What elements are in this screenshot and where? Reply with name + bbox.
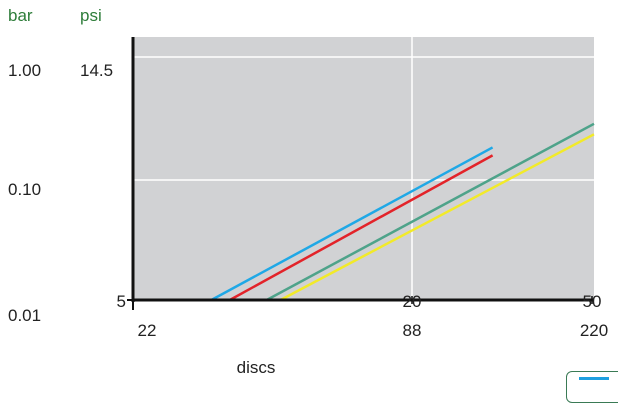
y-tick-left-1: 0.10	[8, 180, 42, 199]
x-tick-inner-2: 50	[582, 292, 602, 311]
plot-background	[133, 37, 594, 300]
x-tick-inner-0: 5	[116, 292, 126, 311]
chart-stage: bar psi 1.00 0.10 0.01 14.5 5 20 50 22 8…	[8, 6, 618, 403]
x-tick-bottom-2: 220	[579, 321, 609, 340]
series-line-0	[210, 146, 494, 302]
series-line-3	[279, 133, 595, 302]
y-tick-inner-top: 14.5	[80, 61, 114, 80]
x-tick-inner-1: 20	[402, 292, 422, 311]
corner-widget-bar	[579, 377, 609, 380]
corner-widget[interactable]	[566, 371, 618, 403]
y-tick-left-2: 0.01	[8, 306, 42, 325]
y-tick-left-0: 1.00	[8, 61, 42, 80]
x-axis-label: discs	[236, 358, 276, 377]
line-chart	[127, 37, 595, 310]
x-tick-bottom-1: 88	[402, 321, 422, 340]
series-line-1	[229, 154, 494, 302]
left-unit-label: bar	[8, 6, 33, 25]
series-line-2	[266, 122, 595, 302]
right-unit-label: psi	[80, 6, 102, 25]
x-tick-bottom-0: 22	[137, 321, 157, 340]
